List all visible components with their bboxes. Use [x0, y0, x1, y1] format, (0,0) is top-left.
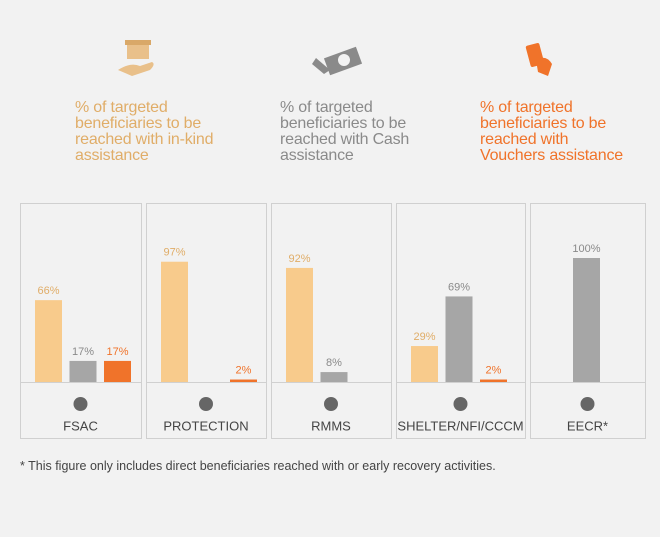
bar [69, 360, 97, 382]
value-label: 97% [163, 247, 185, 259]
panel [20, 203, 142, 439]
panel [530, 203, 646, 439]
category-label: SHELTER/NFI/CCCM [397, 418, 523, 433]
panel [146, 203, 267, 439]
category-label: PROTECTION [163, 418, 248, 433]
value-label: 66% [37, 285, 59, 297]
category-label: FSAC [63, 418, 98, 433]
bar [35, 300, 62, 382]
bar [445, 296, 473, 382]
category-icon [324, 397, 338, 411]
category-icon [453, 397, 468, 411]
category-icon [199, 397, 213, 411]
panel [396, 203, 526, 439]
bar [104, 360, 131, 382]
footnote: * This figure only includes direct benef… [20, 459, 496, 473]
value-label: 29% [413, 331, 435, 343]
value-label: 17% [72, 346, 94, 358]
value-label: 92% [288, 253, 310, 265]
cash-icon [312, 46, 363, 76]
legend-vouchers: % of targeted beneficiaries to be reache… [480, 99, 623, 164]
bar [230, 379, 257, 382]
bar [161, 261, 188, 382]
value-label: 17% [106, 346, 128, 358]
value-label: 2% [486, 364, 502, 376]
value-label: 2% [236, 364, 252, 376]
bar [286, 267, 313, 382]
value-label: 69% [448, 281, 470, 293]
value-label: 100% [572, 243, 600, 255]
in-kind-icon [118, 40, 154, 76]
value-label: 8% [326, 357, 342, 369]
bar [480, 379, 507, 382]
legend-cash: % of targeted beneficiaries to be reache… [280, 99, 410, 164]
category-label: RMMS [311, 418, 351, 433]
voucher-icon [525, 43, 552, 76]
category-icon [73, 397, 88, 411]
panel [271, 203, 392, 439]
bar [573, 258, 600, 382]
category-icon [580, 397, 595, 411]
bar [411, 346, 438, 382]
legend-in-kind: % of targeted beneficiaries to be reache… [75, 99, 214, 164]
category-label: EECR* [567, 418, 608, 433]
bar [320, 372, 348, 382]
